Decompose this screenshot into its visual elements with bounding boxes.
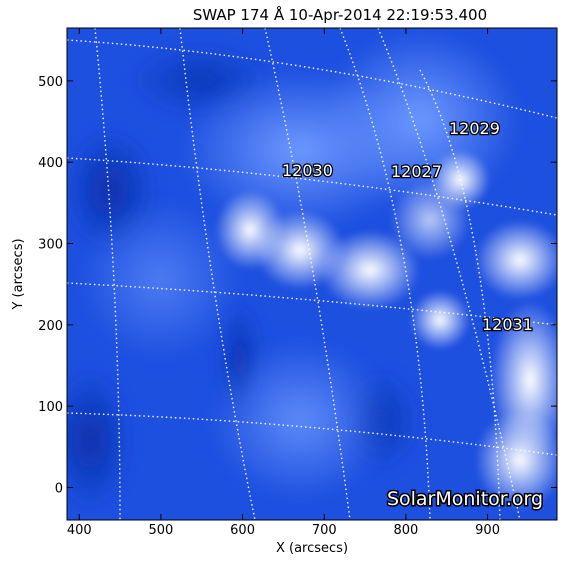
region-label: 12029: [449, 119, 500, 138]
x-axis-label: X (arcsecs): [276, 541, 348, 556]
region-label: 12030: [282, 161, 333, 180]
image-title: SWAP 174 Å 10-Apr-2014 22:19:53.400: [193, 5, 487, 24]
y-tick-label: 100: [38, 400, 63, 415]
y-tick-label: 400: [38, 156, 63, 171]
watermark: SolarMonitor.org: [387, 488, 543, 510]
region-label: 12031: [482, 315, 533, 334]
x-tick-label: 400: [67, 523, 92, 538]
x-tick-label: 600: [230, 523, 255, 538]
x-tick-label: 800: [394, 523, 419, 538]
x-tick-label: 900: [475, 523, 500, 538]
y-tick-label: 300: [38, 238, 63, 253]
plot-frame: [66, 27, 558, 521]
x-axis: 400 500 600 700 800 900: [67, 28, 500, 538]
region-labels: 12029 12030 12027 12031: [281, 118, 534, 336]
y-axis-label: Y (arcsecs): [11, 238, 26, 310]
y-tick-label: 0: [55, 481, 63, 496]
solar-image: [67, 28, 557, 520]
region-label: 12027: [391, 162, 442, 181]
y-axis: 0 100 200 300 400 500: [38, 75, 557, 496]
y-tick-label: 200: [38, 319, 63, 334]
x-tick-label: 500: [149, 523, 174, 538]
x-tick-label: 700: [312, 523, 337, 538]
y-tick-label: 500: [38, 75, 63, 90]
